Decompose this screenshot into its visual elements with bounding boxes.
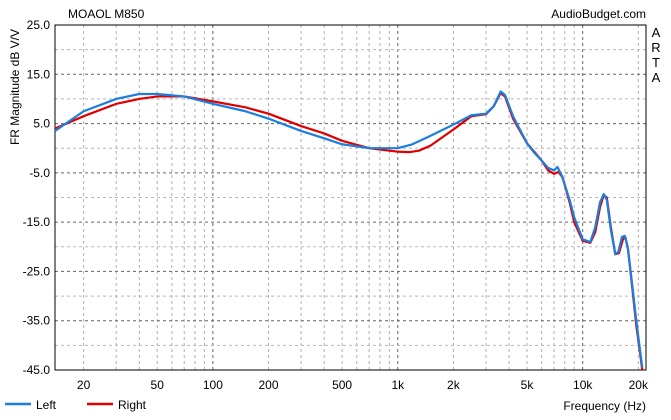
grid [55, 24, 646, 371]
x-tick-label: 100 [203, 378, 223, 392]
x-tick-label: 10k [573, 378, 593, 392]
chart-title: MOAOL M850 [68, 7, 145, 21]
watermark: AudioBudget.com [551, 7, 646, 21]
x-tick-label: 2k [447, 378, 461, 392]
x-tick-label: 20 [77, 378, 91, 392]
y-tick-label: -35.0 [23, 314, 51, 328]
y-tick-label: -15.0 [23, 215, 51, 229]
x-tick-label: 5k [521, 378, 535, 392]
series-lines [54, 90, 644, 371]
x-tick-label: 500 [332, 378, 352, 392]
y-tick-label: -25.0 [23, 264, 51, 278]
x-axis-label: Frequency (Hz) [563, 399, 646, 413]
x-tick-label: 200 [258, 378, 278, 392]
y-axis-label: FR Magnitude dB V/V [8, 29, 22, 145]
legend-label-left: Left [36, 398, 57, 412]
side-label-letter: R [651, 40, 660, 55]
y-tick-labels: 25.0 15.0 5.0 -5.0 -15.0 -25.0 -35.0 -45.0 [23, 18, 51, 377]
y-tick-label: 25.0 [27, 18, 51, 32]
x-tick-label: 1k [391, 378, 405, 392]
side-label-letter: A [652, 25, 661, 40]
legend-label-right: Right [118, 398, 147, 412]
y-tick-label: -45.0 [23, 363, 51, 377]
y-tick-label: -5.0 [29, 166, 50, 180]
plot-border [54, 24, 647, 371]
x-tick-labels: 20 50 100 200 500 1k 2k 5k 10k 20k [77, 378, 649, 392]
y-tick-label: 5.0 [33, 117, 50, 131]
y-tick-label: 15.0 [27, 67, 51, 81]
series-line-left [54, 90, 644, 368]
x-tick-label: 20k [629, 378, 649, 392]
x-tick-label: 50 [151, 378, 165, 392]
side-label-letter: T [652, 55, 660, 70]
legend: Left Right [5, 398, 147, 412]
side-label-letter: A [652, 70, 661, 85]
